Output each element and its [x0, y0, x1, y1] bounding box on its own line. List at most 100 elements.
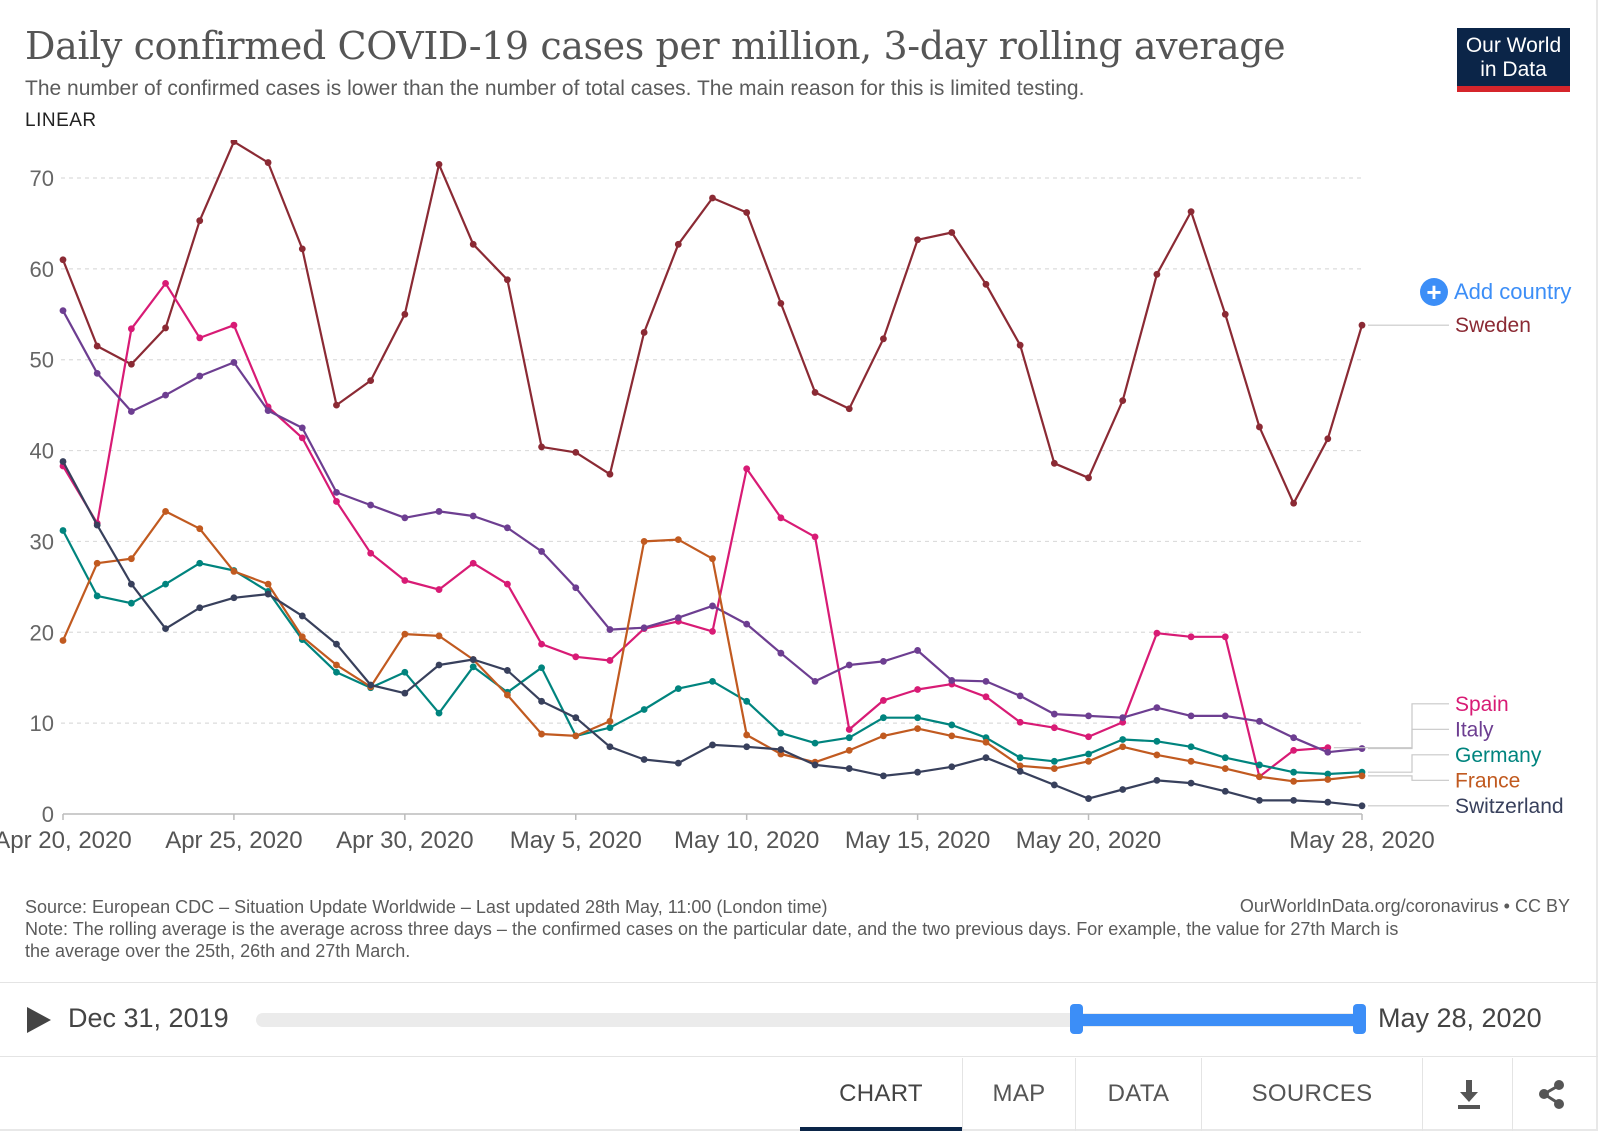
x-tick-label: Apr 30, 2020 [336, 827, 473, 854]
timeline-selected-range[interactable] [1076, 1014, 1360, 1026]
share-button[interactable] [1515, 1058, 1595, 1131]
data-point-sweden [640, 329, 648, 336]
data-point-switzerland [640, 756, 648, 763]
data-point-germany [743, 697, 751, 705]
timeline-end-date: May 28, 2020 [1378, 1003, 1542, 1033]
data-point-germany [93, 592, 101, 600]
data-point-spain [196, 334, 204, 342]
legend-connector [1333, 703, 1449, 749]
data-point-france [845, 747, 853, 754]
tab-map[interactable]: MAP [992, 1080, 1046, 1107]
data-point-germany [196, 559, 204, 567]
data-point-italy [127, 408, 135, 415]
data-point-italy [1085, 712, 1092, 720]
divider [0, 1056, 1598, 1057]
data-point-switzerland [1085, 795, 1092, 802]
timeline-start-handle[interactable] [1070, 1004, 1083, 1034]
data-point-sweden [538, 443, 545, 451]
data-point-sweden [162, 324, 169, 332]
data-point-sweden [811, 389, 819, 396]
data-point-switzerland [572, 714, 580, 722]
data-point-france [640, 538, 648, 545]
x-tick-label: Apr 25, 2020 [165, 827, 302, 854]
data-point-italy [1187, 712, 1195, 720]
share-icon [1539, 1080, 1564, 1109]
data-point-france [1324, 776, 1332, 783]
data-point-spain [1085, 733, 1092, 741]
legend-connector [1368, 754, 1449, 773]
tab-data[interactable]: DATA [1107, 1080, 1170, 1107]
scale-toggle[interactable]: LINEAR [25, 110, 97, 131]
data-point-switzerland [606, 743, 614, 751]
play-icon[interactable] [27, 1007, 51, 1033]
source-url[interactable]: OurWorldInData.org/coronavirus • CC BY [1239, 896, 1570, 916]
data-point-germany [606, 724, 614, 732]
data-point-spain [743, 465, 751, 473]
data-point-france [982, 738, 990, 746]
line-chart: 0 10 20 30 40 50 60 70 Apr 20, 2020 Apr 25, 2020 A… [0, 140, 1564, 854]
data-point-italy [538, 548, 545, 555]
tab-sources[interactable]: SOURCES [1251, 1080, 1373, 1107]
data-point-italy [1324, 748, 1332, 756]
data-point-switzerland [743, 743, 751, 751]
tab-chart[interactable]: CHART [800, 1058, 962, 1131]
data-point-switzerland [162, 625, 169, 633]
data-point-germany [1016, 754, 1024, 762]
data-point-sweden [1256, 423, 1263, 431]
data-point-italy [503, 524, 511, 532]
data-point-sweden [1187, 208, 1195, 216]
data-point-sweden [93, 342, 101, 350]
data-point-spain [572, 653, 580, 661]
legend-label-france: France [1455, 769, 1520, 792]
tab-divider [1512, 1058, 1513, 1131]
legend-connector [1368, 775, 1449, 781]
data-point-switzerland [1290, 796, 1298, 804]
plus-icon: + [1420, 278, 1448, 306]
data-point-switzerland [982, 754, 990, 762]
y-tick-label: 40 [30, 439, 54, 464]
data-point-italy [674, 614, 682, 622]
data-point-spain [845, 726, 853, 733]
data-point-germany [1153, 737, 1161, 745]
data-point-france [1221, 765, 1229, 772]
add-country-button[interactable]: + Add country [1420, 278, 1571, 306]
data-point-switzerland [777, 746, 785, 753]
data-point-spain [367, 549, 375, 557]
data-point-italy [367, 501, 375, 509]
data-point-sweden [401, 310, 409, 318]
data-point-sweden [1050, 459, 1058, 467]
data-point-italy [777, 649, 785, 657]
data-point-switzerland [333, 640, 340, 648]
data-point-switzerland [914, 768, 922, 776]
data-point-germany [401, 668, 409, 676]
data-point-germany [948, 721, 956, 729]
download-icon [1458, 1080, 1480, 1109]
data-point-france [435, 632, 443, 640]
data-point-italy [401, 514, 409, 522]
data-point-italy [230, 359, 238, 366]
data-point-switzerland [674, 759, 682, 767]
data-point-sweden [674, 240, 682, 248]
timeline-end-handle[interactable] [1353, 1004, 1366, 1034]
data-point-italy [1290, 734, 1298, 742]
data-point-switzerland [401, 689, 409, 697]
owid-logo[interactable]: Our World in Data [1457, 28, 1570, 92]
data-point-sweden [948, 229, 956, 236]
data-point-france [914, 725, 922, 732]
download-button[interactable] [1430, 1058, 1510, 1131]
source-text: Source: European CDC – Situation Update … [25, 897, 828, 917]
data-point-switzerland [948, 763, 956, 771]
data-point-italy [59, 307, 67, 315]
data-point-switzerland [538, 697, 545, 705]
data-point-france [93, 559, 101, 567]
data-point-france [333, 661, 340, 669]
data-point-spain [162, 279, 169, 287]
data-point-spain [538, 640, 545, 648]
data-point-italy [1153, 704, 1161, 712]
data-point-germany [914, 714, 922, 722]
data-point-spain [435, 586, 443, 593]
legend-label-spain: Spain [1455, 693, 1509, 716]
data-point-spain [1050, 724, 1058, 732]
data-point-switzerland [196, 604, 204, 612]
data-point-spain [503, 580, 511, 588]
